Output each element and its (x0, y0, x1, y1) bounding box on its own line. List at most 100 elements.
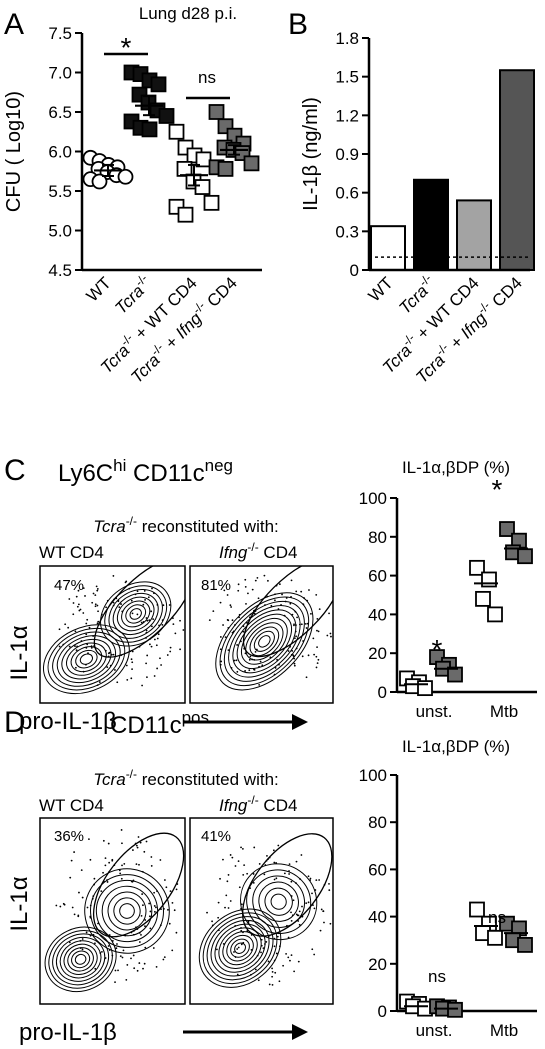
y-tick-label: 7.0 (48, 64, 72, 83)
event-dot (130, 677, 133, 680)
event-dot (271, 970, 274, 973)
event-dot (153, 905, 156, 907)
event-dot (121, 842, 123, 845)
event-dot (247, 920, 250, 923)
event-dot (144, 925, 146, 928)
y-tick-label: 5.0 (48, 222, 72, 241)
event-dot (179, 648, 181, 651)
event-dot (240, 929, 243, 932)
contour-line (198, 908, 282, 988)
contour-line (129, 608, 142, 620)
event-dot (123, 862, 126, 865)
event-dot (101, 950, 103, 953)
event-dot (236, 670, 239, 673)
event-dot (169, 646, 172, 649)
contour-line (240, 863, 318, 941)
event-dot (285, 953, 287, 955)
event-dot (169, 650, 172, 653)
event-dot (77, 915, 80, 918)
contour-line (67, 947, 94, 972)
event-dot (167, 908, 169, 911)
event-dot (293, 662, 296, 665)
event-dot (175, 931, 178, 934)
event-dot (231, 856, 234, 859)
event-dot (85, 622, 88, 625)
event-dot (140, 933, 142, 936)
event-dot (120, 829, 123, 831)
event-dot (94, 605, 97, 608)
panel-c-scatter-chart: 0 20 40 60 80 100 unst. Mtb (359, 489, 537, 721)
contour-line (59, 940, 102, 979)
event-dot (125, 580, 128, 583)
event-dot (96, 622, 99, 625)
x-category-label: unst. (416, 1021, 453, 1040)
event-dot (94, 603, 97, 606)
event-dot (86, 906, 89, 909)
y-tick-label: 80 (368, 528, 387, 547)
event-dot (120, 877, 123, 880)
event-dot (77, 589, 80, 592)
gate-ellipse (242, 566, 333, 658)
panel-d-scatter-chart: 0 20 40 60 80 100 unst. Mtb (359, 766, 537, 1040)
panel-d-flow-plots (39, 817, 334, 1005)
event-dot (68, 645, 71, 648)
contour-line (222, 931, 258, 966)
event-dot (82, 612, 85, 614)
event-dot (283, 872, 286, 875)
contour-line (42, 624, 130, 695)
event-dot (268, 983, 271, 986)
event-dot (240, 903, 243, 906)
event-dot (69, 876, 72, 879)
event-dot (136, 846, 139, 849)
event-dot (107, 945, 110, 947)
event-dot (253, 846, 256, 849)
event-dot (315, 593, 318, 596)
event-dot (233, 951, 235, 953)
event-dot (244, 578, 247, 581)
data-point (447, 666, 463, 683)
panel-c-plot2-percent: 81% (201, 577, 231, 594)
event-dot (247, 592, 249, 595)
contour-line (119, 903, 135, 919)
panel-a-significance-ns: ns (198, 68, 216, 87)
event-dot (301, 655, 304, 658)
event-dot (212, 610, 215, 613)
event-dot (295, 590, 298, 593)
y-tick-label: 6.0 (48, 143, 72, 162)
event-dot (272, 849, 275, 852)
contour-line (236, 613, 293, 670)
event-dot (143, 962, 146, 965)
event-dot (132, 849, 134, 851)
event-dot (308, 589, 310, 591)
event-dot (233, 659, 236, 662)
event-dot (173, 909, 176, 912)
contour-line (113, 897, 141, 925)
event-dot (118, 869, 121, 872)
event-dot (222, 624, 224, 626)
contour-line (104, 585, 168, 643)
event-dot (159, 859, 162, 861)
contour-line (107, 891, 147, 931)
event-dot (307, 901, 310, 904)
event-dot (257, 597, 260, 600)
panel-d-title: CD11cpos (110, 708, 209, 739)
event-dot (219, 877, 221, 880)
event-dot (156, 637, 159, 640)
event-dot (97, 610, 99, 613)
data-point (194, 179, 211, 195)
event-dot (140, 621, 143, 624)
event-dot (267, 960, 270, 963)
panel-c-sig-unst: * (432, 634, 443, 665)
event-dot (162, 604, 165, 607)
event-dot (96, 604, 99, 607)
event-dot (208, 619, 211, 621)
event-dot (293, 664, 296, 667)
event-dot (274, 971, 277, 974)
y-tick-label: 100 (359, 766, 387, 785)
contour-line (253, 630, 275, 652)
contour-line (228, 605, 301, 678)
data-point (208, 104, 225, 120)
event-dot (318, 879, 321, 881)
event-dot (249, 655, 252, 658)
